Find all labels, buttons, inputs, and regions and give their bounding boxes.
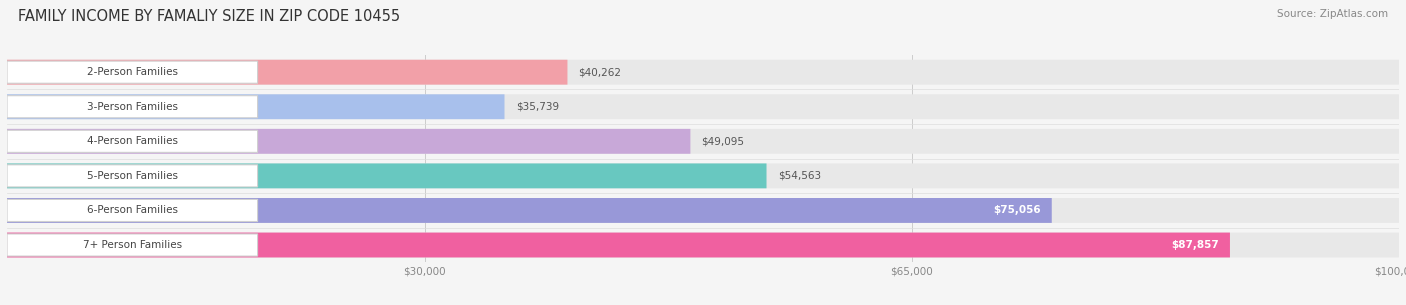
FancyBboxPatch shape bbox=[7, 199, 257, 221]
Text: $35,739: $35,739 bbox=[516, 102, 558, 112]
FancyBboxPatch shape bbox=[7, 233, 1230, 257]
Text: Source: ZipAtlas.com: Source: ZipAtlas.com bbox=[1277, 9, 1388, 19]
Text: 2-Person Families: 2-Person Families bbox=[87, 67, 177, 77]
Text: 4-Person Families: 4-Person Families bbox=[87, 136, 177, 146]
Text: $40,262: $40,262 bbox=[579, 67, 621, 77]
FancyBboxPatch shape bbox=[7, 129, 690, 154]
Text: 3-Person Families: 3-Person Families bbox=[87, 102, 177, 112]
FancyBboxPatch shape bbox=[7, 61, 257, 83]
FancyBboxPatch shape bbox=[7, 198, 1052, 223]
Text: 7+ Person Families: 7+ Person Families bbox=[83, 240, 181, 250]
FancyBboxPatch shape bbox=[7, 60, 1399, 84]
Text: 5-Person Families: 5-Person Families bbox=[87, 171, 177, 181]
FancyBboxPatch shape bbox=[7, 94, 1399, 119]
FancyBboxPatch shape bbox=[7, 130, 257, 152]
FancyBboxPatch shape bbox=[7, 129, 1399, 154]
FancyBboxPatch shape bbox=[7, 94, 505, 119]
FancyBboxPatch shape bbox=[7, 96, 257, 118]
Text: FAMILY INCOME BY FAMALIY SIZE IN ZIP CODE 10455: FAMILY INCOME BY FAMALIY SIZE IN ZIP COD… bbox=[18, 9, 401, 24]
FancyBboxPatch shape bbox=[7, 163, 766, 188]
FancyBboxPatch shape bbox=[7, 198, 1399, 223]
Text: $54,563: $54,563 bbox=[778, 171, 821, 181]
FancyBboxPatch shape bbox=[7, 233, 1399, 257]
Text: $49,095: $49,095 bbox=[702, 136, 745, 146]
Text: 6-Person Families: 6-Person Families bbox=[87, 206, 177, 215]
FancyBboxPatch shape bbox=[7, 163, 1399, 188]
Text: $75,056: $75,056 bbox=[993, 206, 1040, 215]
FancyBboxPatch shape bbox=[7, 165, 257, 187]
Text: $87,857: $87,857 bbox=[1171, 240, 1219, 250]
FancyBboxPatch shape bbox=[7, 234, 257, 256]
FancyBboxPatch shape bbox=[7, 60, 568, 84]
